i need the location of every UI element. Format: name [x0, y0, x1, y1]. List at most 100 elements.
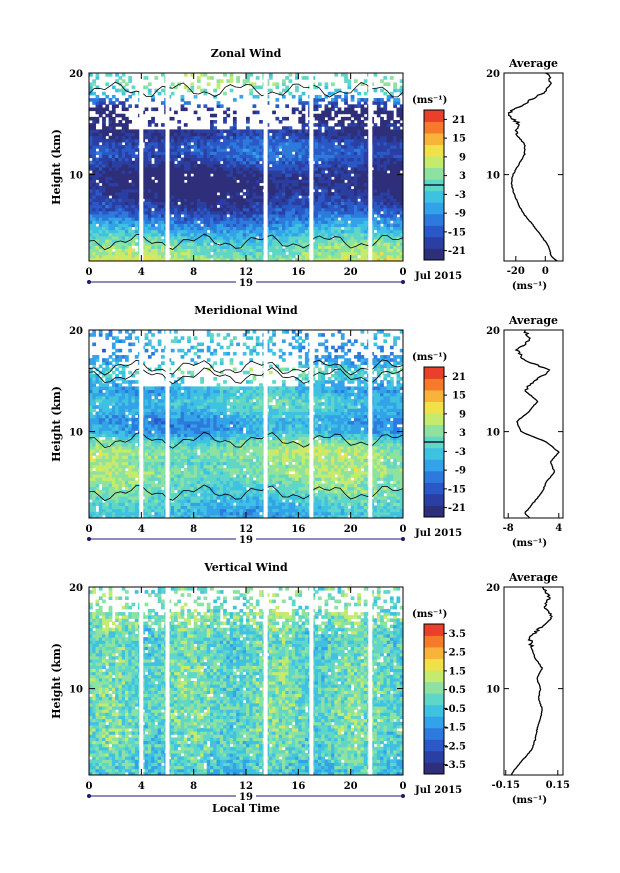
heatmap-cell — [128, 135, 133, 140]
heatmap-cell — [219, 248, 224, 253]
heatmap-cell — [216, 170, 221, 174]
heatmap-cell — [92, 232, 97, 237]
heatmap-cell — [272, 110, 276, 115]
heatmap-cell — [353, 214, 358, 218]
heatmap-cell — [399, 217, 404, 221]
heatmap-cell — [314, 138, 319, 143]
heatmap-cell — [102, 167, 106, 171]
heatmap-cell — [131, 248, 136, 253]
heatmap-cell — [295, 217, 299, 221]
heatmap-cell — [291, 135, 296, 140]
heatmap-cell — [115, 232, 119, 237]
heatmap-cell — [196, 173, 201, 177]
heatmap-cell — [118, 151, 123, 155]
heatmap-cell — [331, 116, 335, 121]
heatmap-cell — [187, 88, 191, 93]
heatmap-cell — [301, 170, 306, 174]
heatmap-cell — [255, 141, 260, 146]
heatmap-cell — [259, 120, 263, 124]
heatmap-cell — [203, 514, 208, 519]
heatmap-cell — [239, 138, 244, 143]
heatmap-cell — [340, 195, 345, 199]
heatmap-cell — [396, 505, 401, 510]
heatmap-cell — [259, 201, 263, 206]
heatmap-cell — [187, 145, 191, 149]
heatmap-cell — [275, 248, 280, 253]
heatmap-cell — [128, 173, 133, 177]
heatmap-cell — [115, 123, 119, 127]
heatmap-cell — [324, 113, 329, 118]
heatmap-cell — [170, 129, 175, 134]
heatmap-cell — [154, 511, 159, 516]
heatmap-cell — [98, 148, 103, 152]
heatmap-cell — [393, 214, 397, 218]
heatmap-cell — [239, 235, 244, 240]
heatmap-cell — [232, 514, 237, 519]
heatmap-cell — [151, 514, 155, 519]
heatmap-cell — [334, 198, 339, 202]
heatmap-cell — [389, 198, 394, 202]
heatmap-cell — [298, 145, 303, 149]
heatmap-cell — [396, 145, 401, 149]
heatmap-cell — [376, 188, 381, 193]
heatmap-cell — [111, 192, 116, 196]
heatmap-cell — [324, 242, 329, 246]
heatmap-cell — [295, 204, 299, 209]
heatmap-cell — [154, 201, 159, 206]
heatmap-cell — [177, 198, 182, 202]
heatmap-cell — [206, 151, 211, 155]
heatmap-cell — [324, 214, 329, 218]
heatmap-cell — [317, 148, 322, 152]
heatmap-cell — [98, 232, 103, 237]
heatmap-cell — [183, 210, 188, 215]
heatmap-cell — [278, 223, 283, 228]
heatmap-cell — [177, 129, 182, 134]
heatmap-cell — [174, 257, 178, 262]
heatmap-cell — [357, 148, 361, 152]
heatmap-cell — [118, 508, 123, 513]
heatmap-cell — [124, 141, 129, 146]
heatmap-cell — [242, 148, 247, 152]
heatmap-cell — [183, 226, 188, 231]
heatmap-cell — [393, 239, 397, 243]
heatmap-cell — [219, 163, 224, 168]
heatmap-cell — [223, 160, 227, 165]
heatmap-cell — [285, 220, 290, 224]
heatmap-cell — [285, 132, 290, 137]
heatmap-cell — [102, 508, 106, 513]
heatmap-cell — [281, 170, 286, 174]
heatmap-cell — [380, 514, 384, 519]
heatmap-cell — [105, 151, 110, 155]
heatmap-cell — [219, 135, 224, 140]
heatmap-cell — [92, 163, 97, 168]
heatmap-cell — [223, 229, 227, 234]
heatmap-cell — [275, 151, 280, 155]
heatmap-cell — [102, 154, 106, 159]
heatmap-cell — [124, 88, 129, 93]
heatmap-cell — [128, 514, 133, 519]
heatmap-cell — [242, 176, 247, 181]
heatmap-cell — [134, 129, 139, 134]
heatmap-cell — [229, 167, 234, 171]
heatmap-cell — [314, 145, 319, 149]
heatmap-cell — [210, 508, 214, 513]
heatmap-cell — [115, 176, 119, 181]
heatmap-cell — [219, 182, 224, 187]
heatmap-cell — [298, 204, 303, 209]
heatmap-cell — [301, 207, 306, 212]
heatmap-cell — [102, 251, 106, 256]
heatmap-cell — [170, 251, 175, 256]
heatmap-cell — [386, 220, 391, 224]
heatmap-cell — [210, 201, 214, 206]
heatmap-cell — [380, 132, 384, 137]
heatmap-cell — [95, 101, 100, 105]
heatmap-cell — [229, 514, 234, 519]
colorbar-segment — [424, 225, 444, 238]
heatmap-cell — [275, 232, 280, 237]
heatmap-cell — [347, 145, 352, 149]
heatmap-cell — [314, 223, 319, 228]
heatmap-cell — [89, 214, 93, 218]
heatmap-cell — [170, 185, 175, 190]
heatmap-cell — [321, 245, 325, 249]
heatmap-cell — [92, 107, 97, 112]
